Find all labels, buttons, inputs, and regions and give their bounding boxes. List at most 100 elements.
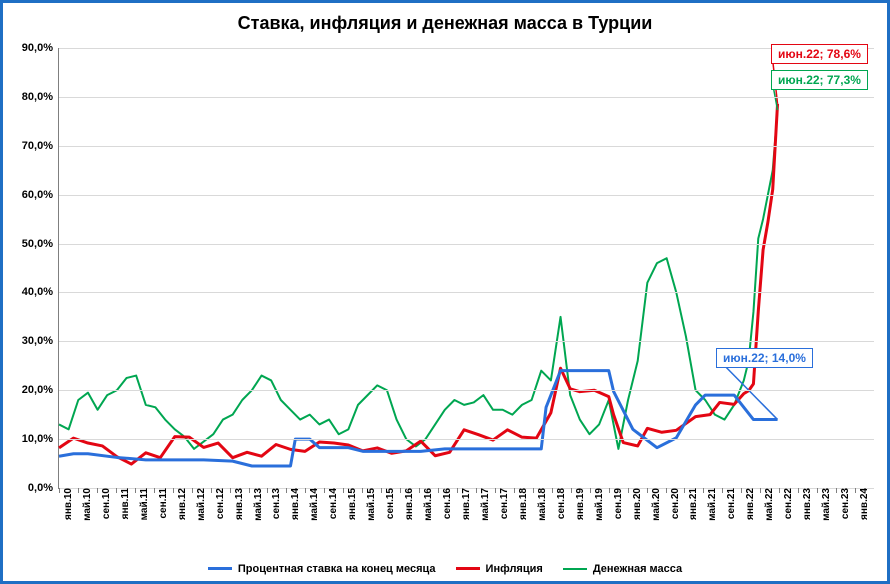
xtick-label: янв.23 [800, 488, 813, 520]
xtick-mark [836, 488, 837, 493]
xtick-label: сен.11 [156, 488, 169, 519]
xtick-label: сен.14 [326, 488, 339, 519]
xtick-label: сен.10 [99, 488, 112, 519]
xtick-mark [173, 488, 174, 493]
xtick-label: сен.18 [554, 488, 567, 519]
xtick-label: сен.12 [213, 488, 226, 519]
xtick-label: май.20 [649, 488, 662, 521]
xtick-label: сен.15 [383, 488, 396, 519]
ytick-label: 50,0% [22, 238, 59, 250]
xtick-mark [116, 488, 117, 493]
gridline [59, 390, 874, 391]
ytick-label: 10,0% [22, 433, 59, 445]
xtick-label: янв.20 [630, 488, 643, 520]
xtick-mark [666, 488, 667, 493]
xtick-label: май.19 [592, 488, 605, 521]
ytick-label: 20,0% [22, 384, 59, 396]
legend-label: Денежная масса [593, 563, 682, 575]
xtick-label: май.21 [705, 488, 718, 521]
ytick-label: 70,0% [22, 140, 59, 152]
xtick-label: янв.16 [402, 488, 415, 520]
chart-frame: { "title": "Ставка, инфляция и денежная … [0, 0, 890, 584]
xtick-mark [552, 488, 553, 493]
xtick-label: янв.19 [573, 488, 586, 520]
legend-swatch [456, 567, 480, 570]
series-svg [59, 48, 874, 488]
xtick-mark [855, 488, 856, 493]
xtick-mark [590, 488, 591, 493]
xtick-label: сен.16 [440, 488, 453, 519]
xtick-mark [192, 488, 193, 493]
xtick-label: янв.24 [857, 488, 870, 520]
xtick-label: сен.22 [781, 488, 794, 519]
ytick-label: 60,0% [22, 189, 59, 201]
xtick-label: май.10 [80, 488, 93, 521]
xtick-label: янв.14 [288, 488, 301, 520]
series-inflation [59, 104, 778, 464]
chart-title: Ставка, инфляция и денежная масса в Турц… [3, 13, 887, 34]
plot-area: 0,0%10,0%20,0%30,0%40,0%50,0%60,0%70,0%8… [58, 48, 874, 489]
xtick-label: май.14 [307, 488, 320, 521]
xtick-mark [78, 488, 79, 493]
xtick-label: май.22 [762, 488, 775, 521]
legend-item-rate: Процентная ставка на конец месяца [208, 563, 436, 575]
xtick-label: янв.10 [61, 488, 74, 520]
xtick-mark [533, 488, 534, 493]
legend-item-inflation: Инфляция [456, 563, 543, 575]
xtick-mark [495, 488, 496, 493]
gridline [59, 292, 874, 293]
gridline [59, 195, 874, 196]
xtick-mark [419, 488, 420, 493]
legend-swatch [563, 568, 587, 570]
gridline [59, 341, 874, 342]
xtick-mark [438, 488, 439, 493]
xtick-mark [514, 488, 515, 493]
xtick-label: май.11 [137, 488, 150, 520]
ytick-label: 40,0% [22, 286, 59, 298]
xtick-label: янв.21 [686, 488, 699, 520]
xtick-mark [609, 488, 610, 493]
callout-rate: июн.22; 14,0% [716, 348, 813, 368]
xtick-mark [230, 488, 231, 493]
xtick-label: янв.22 [743, 488, 756, 520]
ytick-label: 90,0% [22, 42, 59, 54]
xtick-label: янв.13 [232, 488, 245, 520]
xtick-label: янв.11 [118, 488, 131, 519]
gridline [59, 439, 874, 440]
xtick-label: май.18 [535, 488, 548, 521]
series-rate [59, 371, 778, 466]
ytick-label: 0,0% [28, 482, 59, 494]
xtick-mark [817, 488, 818, 493]
xtick-label: янв.15 [345, 488, 358, 520]
xtick-label: янв.18 [516, 488, 529, 520]
gridline [59, 146, 874, 147]
xtick-mark [457, 488, 458, 493]
legend-swatch [208, 567, 232, 570]
gridline [59, 97, 874, 98]
xtick-label: сен.17 [497, 488, 510, 519]
xtick-label: сен.13 [269, 488, 282, 519]
xtick-label: май.16 [421, 488, 434, 521]
xtick-mark [211, 488, 212, 493]
series-money [59, 110, 778, 449]
xtick-mark [628, 488, 629, 493]
xtick-label: май.12 [194, 488, 207, 521]
xtick-label: янв.12 [175, 488, 188, 520]
xtick-mark [135, 488, 136, 493]
xtick-label: сен.21 [724, 488, 737, 519]
xtick-mark [400, 488, 401, 493]
gridline [59, 244, 874, 245]
xtick-label: янв.17 [459, 488, 472, 520]
xtick-label: май.17 [478, 488, 491, 521]
xtick-mark [476, 488, 477, 493]
xtick-mark [59, 488, 60, 493]
xtick-label: май.23 [819, 488, 832, 521]
xtick-mark [249, 488, 250, 493]
legend-label: Процентная ставка на конец месяца [238, 563, 436, 575]
legend-label: Инфляция [486, 563, 543, 575]
gridline [59, 48, 874, 49]
legend: Процентная ставка на конец месяца Инфляци… [3, 561, 887, 575]
ytick-label: 80,0% [22, 91, 59, 103]
ytick-label: 30,0% [22, 335, 59, 347]
xtick-mark [571, 488, 572, 493]
